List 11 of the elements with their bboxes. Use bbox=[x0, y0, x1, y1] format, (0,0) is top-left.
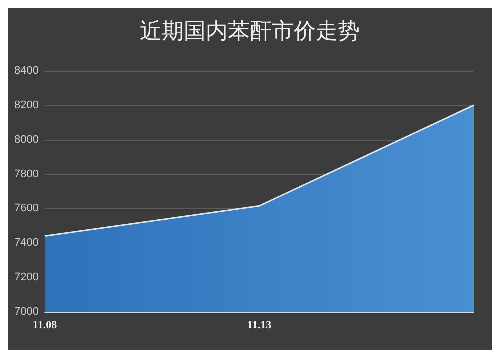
y-tick-label: 8200 bbox=[14, 99, 39, 112]
y-tick-label: 7000 bbox=[14, 306, 39, 318]
y-tick-label: 7200 bbox=[14, 272, 39, 284]
x-tick-label: 11.13 bbox=[247, 320, 272, 332]
y-tick-label: 7600 bbox=[14, 202, 39, 215]
y-tick-label: 8000 bbox=[14, 134, 39, 146]
y-tick-label: 7400 bbox=[14, 237, 39, 250]
y-tick-label: 8400 bbox=[14, 65, 39, 77]
x-tick-label: 11.08 bbox=[32, 320, 58, 332]
y-tick-label: 7800 bbox=[14, 168, 39, 180]
chart-title: 近期国内苯酐市价走势 bbox=[140, 20, 360, 44]
